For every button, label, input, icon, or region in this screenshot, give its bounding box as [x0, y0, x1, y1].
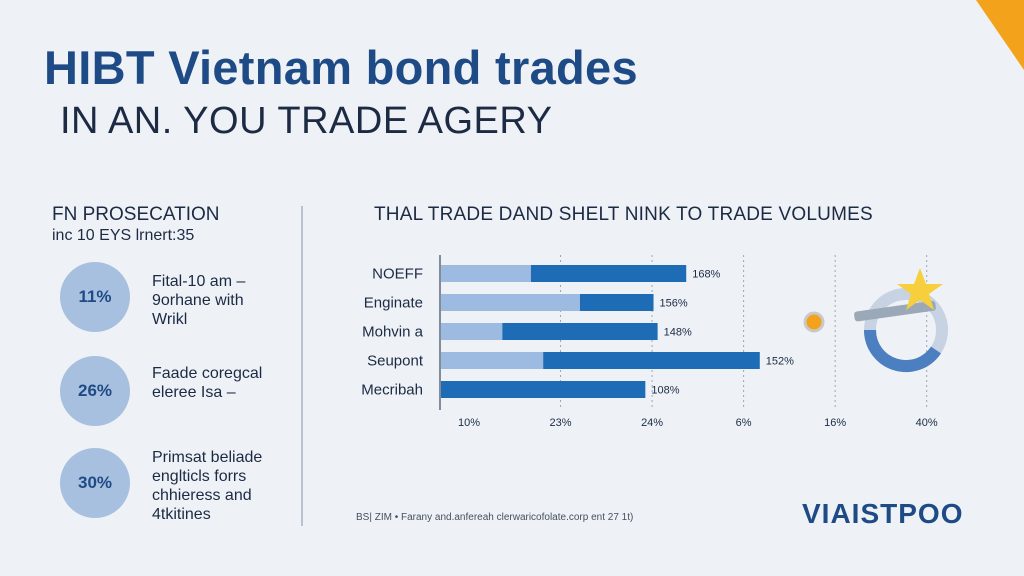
x-tick-label: 23%	[550, 417, 572, 429]
stat-text-line: englticls forrs	[152, 468, 247, 485]
bar-segment	[530, 265, 687, 282]
x-tick-label: 24%	[641, 417, 663, 429]
page-subtitle: IN AN. YOU TRADE AGERY	[60, 100, 553, 142]
bar-segment	[441, 352, 544, 369]
bar-segment	[441, 323, 503, 340]
bar-segment	[579, 294, 654, 311]
corner-accent	[976, 0, 1024, 70]
category-label: NOEFF	[372, 266, 423, 283]
category-label: Mohvin a	[362, 324, 424, 341]
stat-text-line: Wrikl	[152, 311, 188, 328]
data-label: 148%	[664, 327, 692, 339]
data-label: 152%	[766, 356, 794, 368]
category-label: Enginate	[364, 295, 423, 312]
bar-segment	[441, 265, 531, 282]
stat-item: 30% Primsat beliade englticls forrs chhi…	[60, 448, 360, 528]
panel-divider	[301, 206, 303, 526]
stat-text-line: Fital-10 am –	[152, 273, 246, 290]
gauge-pointer	[854, 300, 936, 322]
gauge-illustration-icon	[803, 268, 948, 373]
category-label: Seupont	[367, 353, 424, 370]
gauge-arc	[863, 329, 941, 373]
chart-title: THAL TRADE DAND SHELT NINK TO TRADE VOLU…	[374, 204, 873, 225]
category-label: Mecribah	[361, 382, 423, 399]
stat-item: 26% Faade coregcal eleree Isa –	[60, 356, 360, 436]
coin-icon	[803, 311, 825, 333]
stat-percent-badge: 26%	[60, 356, 130, 426]
stat-text-line: Faade coregcal	[152, 365, 263, 382]
star-icon	[897, 268, 943, 310]
stat-text-line: eleree Isa –	[152, 384, 236, 401]
left-panel-subheading: inc 10 EYS lrnert:35	[52, 227, 195, 244]
footnote: BS| ZIM • Farany and.anfereah clerwarico…	[356, 512, 634, 523]
stat-item: 11% Fital-10 am – 9orhane with Wrikl	[60, 262, 360, 342]
left-panel-heading: FN PROSECATION	[52, 204, 220, 225]
bar-segment	[441, 294, 580, 311]
bar-segment	[441, 381, 646, 398]
page-title: HIBT Vietnam bond trades	[44, 41, 638, 94]
data-label: 156%	[660, 298, 688, 310]
brand-logo: VIAISTPOO	[802, 498, 964, 529]
x-tick-label: 16%	[824, 417, 846, 429]
stat-text-line: 4tkitines	[152, 506, 211, 523]
bar-segment	[502, 323, 658, 340]
stat-text-line: Primsat beliade	[152, 449, 263, 466]
bar-segment	[543, 352, 760, 369]
stat-percent-badge: 30%	[60, 448, 130, 518]
data-label: 168%	[692, 269, 720, 281]
x-tick-label: 40%	[916, 417, 938, 429]
stat-text-line: chhieress and	[152, 487, 252, 504]
x-tick-label: 6%	[736, 417, 752, 429]
bar-chart: NOEFF 168% Enginate 156% Mohvin a 148% Seupont…	[361, 255, 938, 429]
stat-percent-badge: 11%	[60, 262, 130, 332]
stat-text-line: 9orhane with	[152, 292, 244, 309]
x-tick-label: 10%	[458, 417, 480, 429]
data-label: 108%	[651, 385, 679, 397]
